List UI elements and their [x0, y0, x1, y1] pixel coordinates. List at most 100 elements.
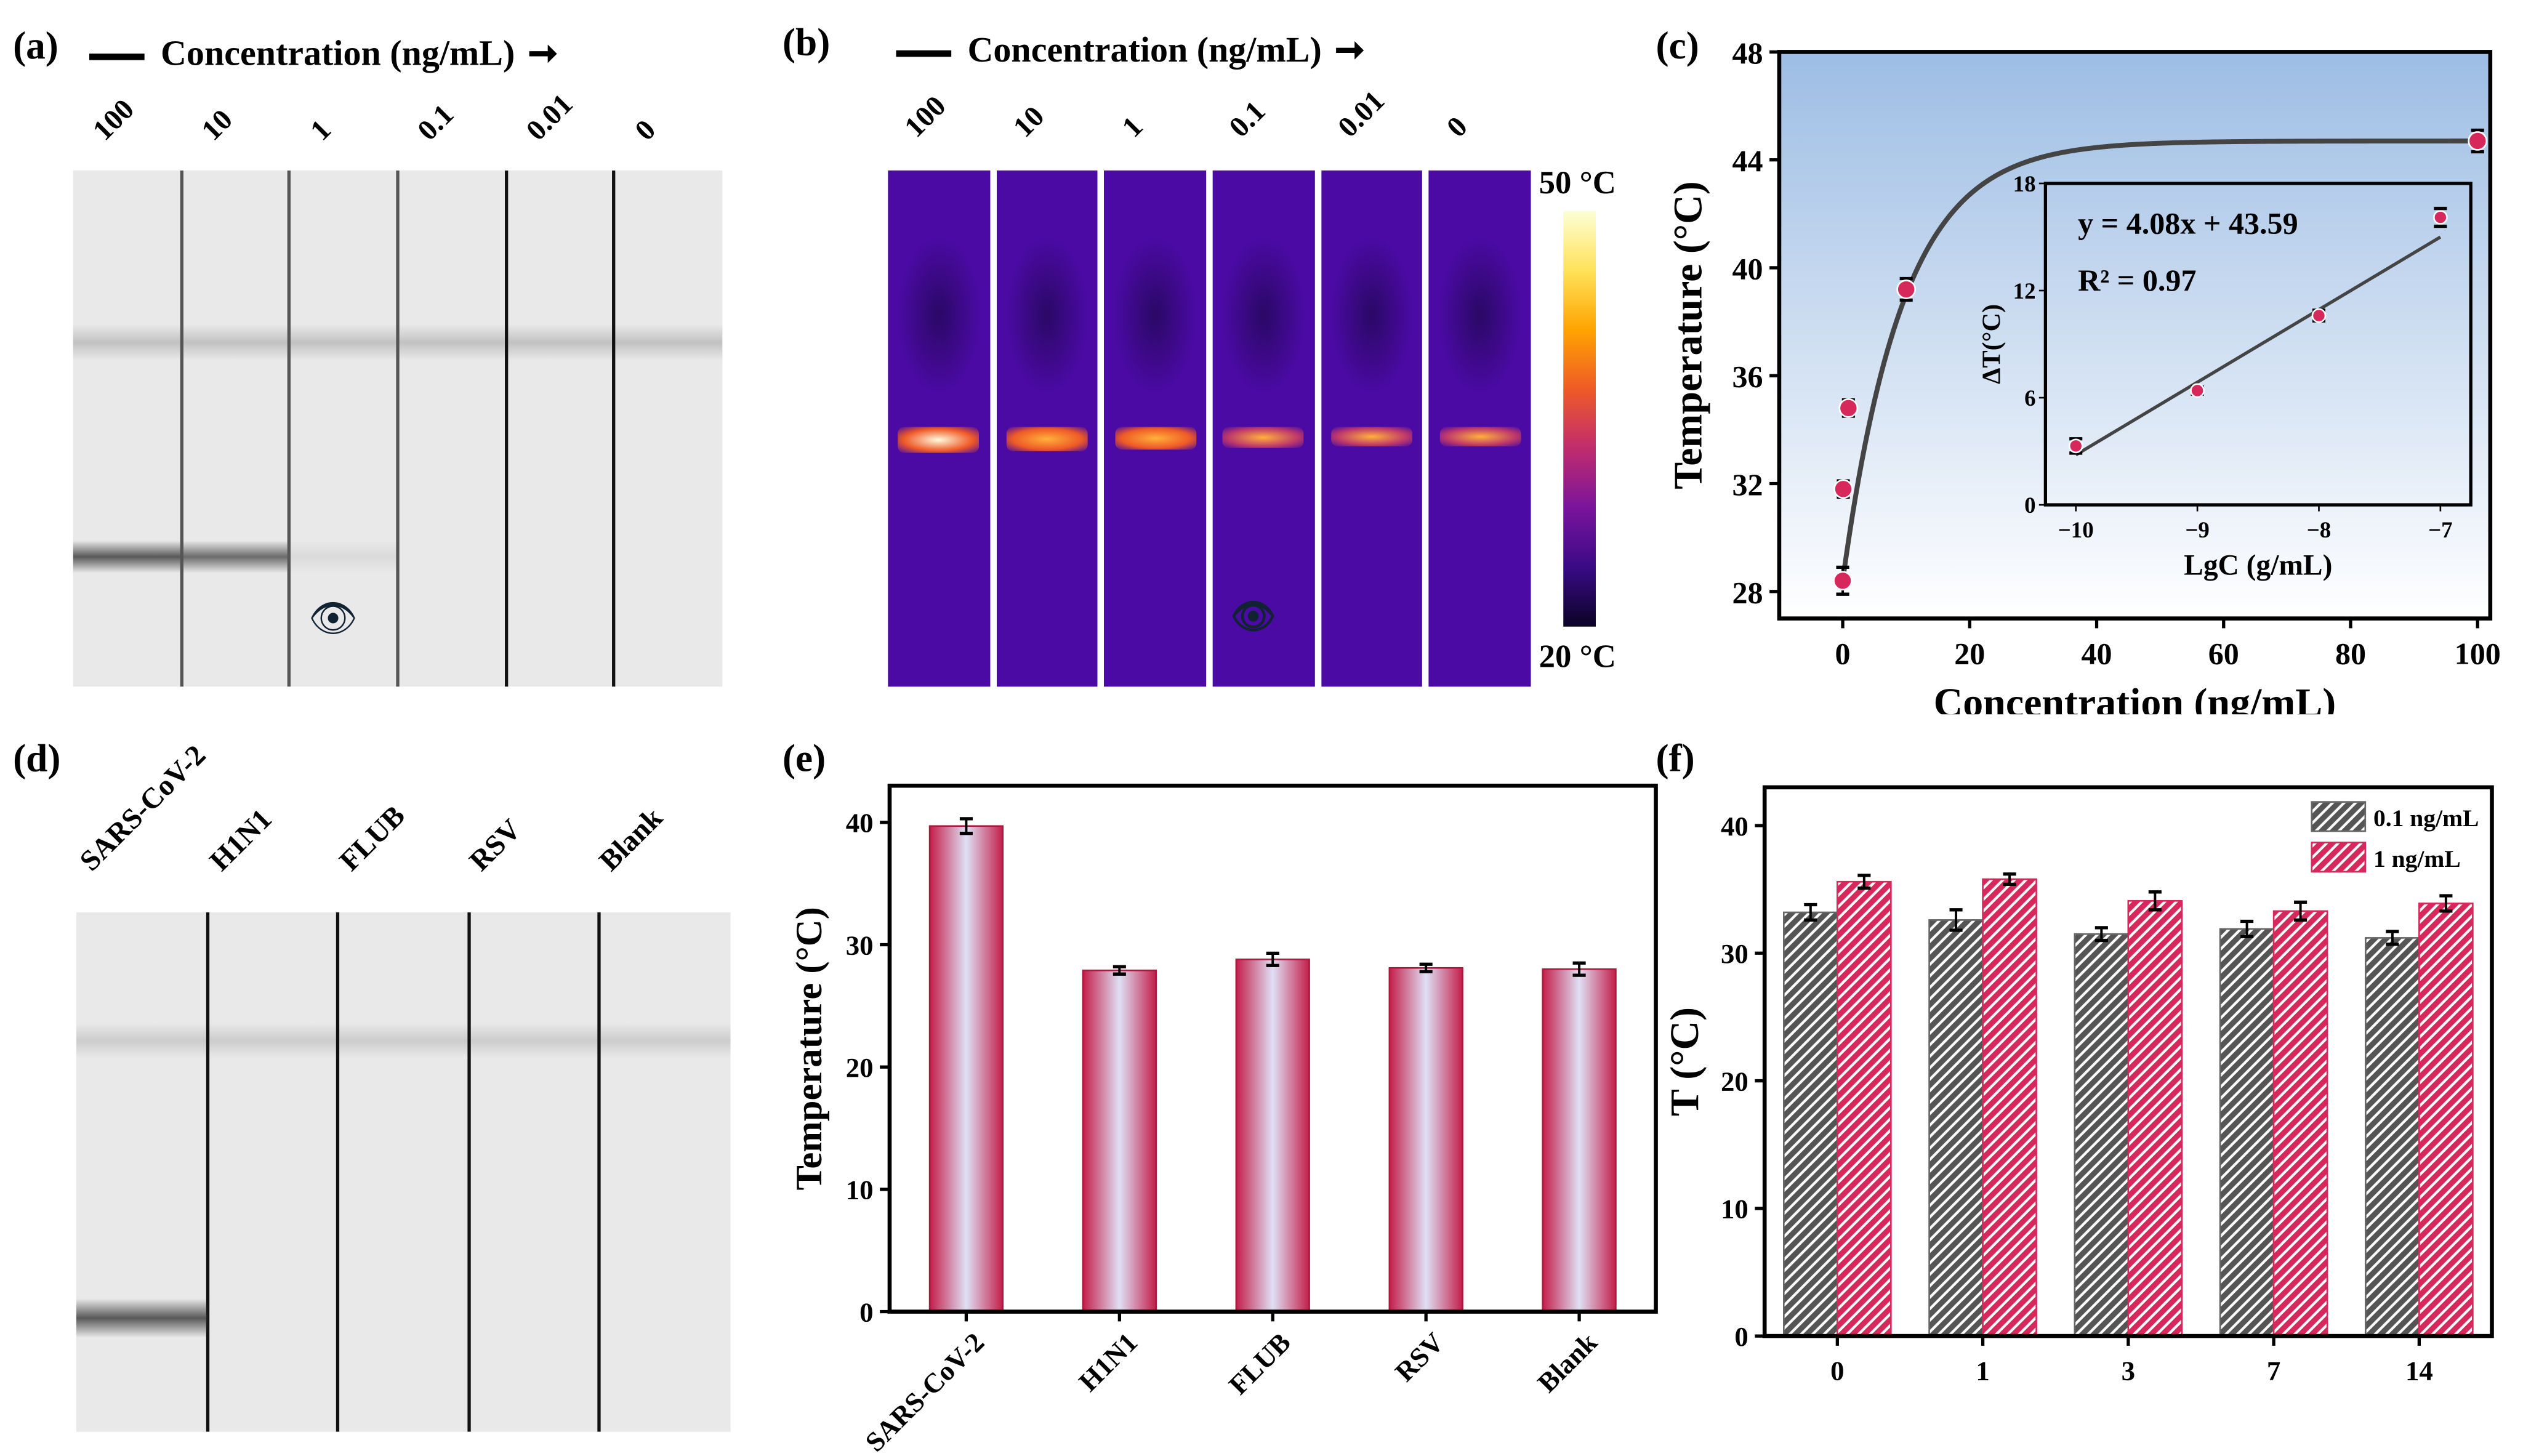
line-icon	[89, 53, 145, 60]
plot-frame	[1777, 50, 2493, 621]
bar	[1235, 959, 1310, 1313]
x-tick-label: 0	[1835, 636, 1851, 670]
data-point	[1833, 571, 1853, 591]
data-point	[1833, 479, 1853, 499]
x-tick-label: 40	[2081, 636, 2112, 670]
control-line	[398, 324, 506, 361]
title-text: Concentration (ng/mL)	[967, 29, 1322, 70]
title-text: Concentration (ng/mL)	[161, 32, 515, 73]
lane-divider	[336, 912, 340, 1432]
lane-divider	[396, 170, 400, 687]
inset-y-tick-label: 18	[2013, 171, 2036, 196]
bar-0-1ng	[1782, 911, 1838, 1337]
y-tick-label: 20	[1721, 1066, 1748, 1096]
line-icon	[896, 50, 952, 57]
inset-data-point	[2432, 210, 2448, 225]
bar-1ng	[1837, 880, 1892, 1337]
control-line	[469, 1023, 600, 1059]
control-line	[207, 1023, 338, 1059]
y-axis-label: Temperature (°C)	[1665, 181, 1710, 489]
arrow-right-icon: ➞	[528, 32, 558, 73]
panel-e-label: (e)	[782, 738, 826, 781]
x-tick-label: 20	[1954, 636, 1985, 670]
lane-label: 100	[898, 89, 953, 143]
colorbar	[1563, 211, 1596, 627]
y-tick-label: 40	[1732, 251, 1763, 286]
x-tick-label: 7	[2267, 1355, 2280, 1386]
inset-x-tick-label: −9	[2185, 517, 2209, 542]
lane-divider	[205, 912, 209, 1432]
panel-c-label: (c)	[1656, 26, 1699, 68]
control-line	[505, 324, 614, 361]
lane-label: 0	[1439, 110, 1473, 143]
hot-band	[1330, 427, 1413, 447]
x-tick-label: Blank	[1531, 1327, 1603, 1398]
lane-label: 0.01	[1331, 84, 1391, 143]
y-tick-label: 36	[1732, 360, 1763, 394]
panel-a-label: (a)	[13, 26, 58, 68]
bar	[1388, 967, 1463, 1313]
lane-divider	[598, 912, 602, 1432]
data-point	[1838, 398, 1859, 418]
inset-x-axis-label: LgC (g/mL)	[2184, 549, 2332, 581]
inset-frame	[2043, 182, 2473, 507]
test-line	[289, 541, 398, 573]
inset-y-tick-label: 12	[2013, 278, 2036, 304]
bar-1ng	[2127, 899, 2183, 1337]
x-tick-label: FLUB	[1223, 1327, 1297, 1401]
chart-e: 0 10 20 30 40 SARS-CoV-2 H1N1 FLUB RSV Blank Tempe…	[789, 783, 1658, 1456]
arrow-right-icon: ➞	[1334, 29, 1365, 70]
lane-label: 1	[1115, 110, 1149, 143]
inset-data-point	[2190, 383, 2205, 398]
y-tick-label: 0	[859, 1297, 873, 1327]
inset-data-point	[2311, 308, 2327, 323]
data-point	[1896, 280, 1916, 299]
x-tick-label: 14	[2405, 1355, 2433, 1386]
legend-swatch	[2311, 801, 2367, 832]
y-tick-label: 28	[1732, 575, 1763, 609]
chart-f: 0 10 20 30 40 0 1 3 7 14 0.1 ng/mL 1 ng/mL T (°C)	[1662, 785, 2494, 1386]
plot-background	[1779, 52, 2490, 619]
inset-y-tick-label: 0	[2024, 493, 2035, 518]
y-axis-label: T (°C)	[1662, 1007, 1707, 1116]
y-tick-label: 0	[1734, 1321, 1748, 1352]
x-tick-label: 100	[2455, 636, 2501, 670]
y-tick-label: 32	[1732, 467, 1763, 502]
inset-y-tick-label: 6	[2024, 385, 2035, 411]
data-point	[2468, 131, 2488, 151]
inset-x-tick-label: −8	[2307, 517, 2331, 542]
bar-1ng	[1982, 878, 2037, 1337]
hot-band	[898, 427, 980, 453]
x-tick-label: 80	[2335, 636, 2366, 670]
lane-divider	[288, 170, 291, 687]
x-tick-label: 0	[1830, 1355, 1844, 1386]
thermal-lane	[1429, 170, 1531, 687]
bar-1ng	[2418, 903, 2474, 1337]
bar	[928, 825, 1004, 1313]
lane-label: 0.01	[520, 87, 579, 147]
lane-label: SARS-CoV-2	[73, 738, 212, 877]
bar-0-1ng	[2074, 933, 2130, 1337]
inset-data-point	[2068, 438, 2083, 454]
thermal-lane	[1104, 170, 1207, 687]
lane-label: RSV	[462, 813, 528, 877]
y-tick-label: 10	[1721, 1194, 1748, 1225]
bar	[1542, 968, 1617, 1313]
bar-1ng	[2272, 910, 2328, 1337]
panel-a-title: Concentration (ng/mL) ➞	[89, 33, 558, 75]
panel-d-strips	[76, 912, 731, 1432]
fit-equation: y = 4.08x + 43.59	[2078, 206, 2298, 241]
lane-label: Blank	[592, 801, 669, 877]
thermal-lane	[1212, 170, 1314, 687]
bar-0-1ng	[1928, 919, 1984, 1337]
panel-a-strips: 👁	[73, 170, 723, 687]
lane-divider	[612, 170, 616, 687]
x-tick-label: 1	[1976, 1355, 1989, 1386]
panel-b-thermal-image: 👁	[885, 170, 1534, 687]
lane-label: 0.1	[411, 97, 461, 147]
y-tick-label: 30	[1721, 938, 1748, 969]
lane-label: 0	[628, 113, 662, 147]
y-tick-label: 40	[1721, 811, 1748, 842]
